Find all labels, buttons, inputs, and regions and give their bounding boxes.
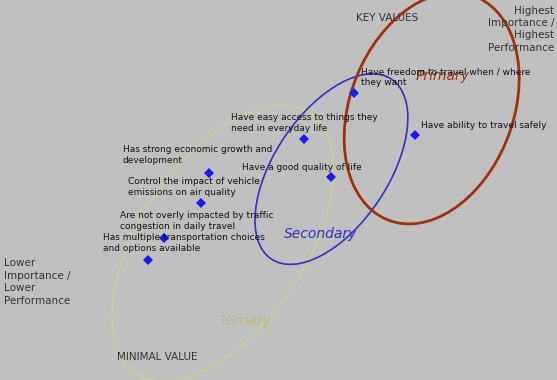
Text: Have a good quality of life: Have a good quality of life [242, 163, 362, 172]
Text: Have easy access to things they
need in everyday life: Have easy access to things they need in … [231, 113, 378, 133]
Text: Are not overly impacted by traffic
congestion in daily travel: Are not overly impacted by traffic conge… [120, 211, 273, 231]
Text: Has strong economic growth and
development: Has strong economic growth and developme… [123, 145, 272, 165]
Text: Has multiple transportation choices
and options available: Has multiple transportation choices and … [103, 233, 265, 253]
Text: Highest
Importance /
Highest
Performance: Highest Importance / Highest Performance [488, 6, 554, 53]
Text: Have freedom to travel when / where
they want: Have freedom to travel when / where they… [361, 67, 530, 87]
Text: Tertiary: Tertiary [219, 314, 271, 328]
Text: Primary: Primary [416, 69, 470, 83]
Text: Have ability to travel safely: Have ability to travel safely [421, 121, 546, 130]
Text: Secondary: Secondary [284, 227, 357, 241]
Text: KEY VALUES: KEY VALUES [356, 13, 419, 23]
Text: Control the impact of vehicle
emissions on air quality: Control the impact of vehicle emissions … [128, 177, 260, 197]
Text: Lower
Importance /
Lower
Performance: Lower Importance / Lower Performance [4, 258, 71, 306]
Text: MINIMAL VALUE: MINIMAL VALUE [117, 352, 198, 362]
